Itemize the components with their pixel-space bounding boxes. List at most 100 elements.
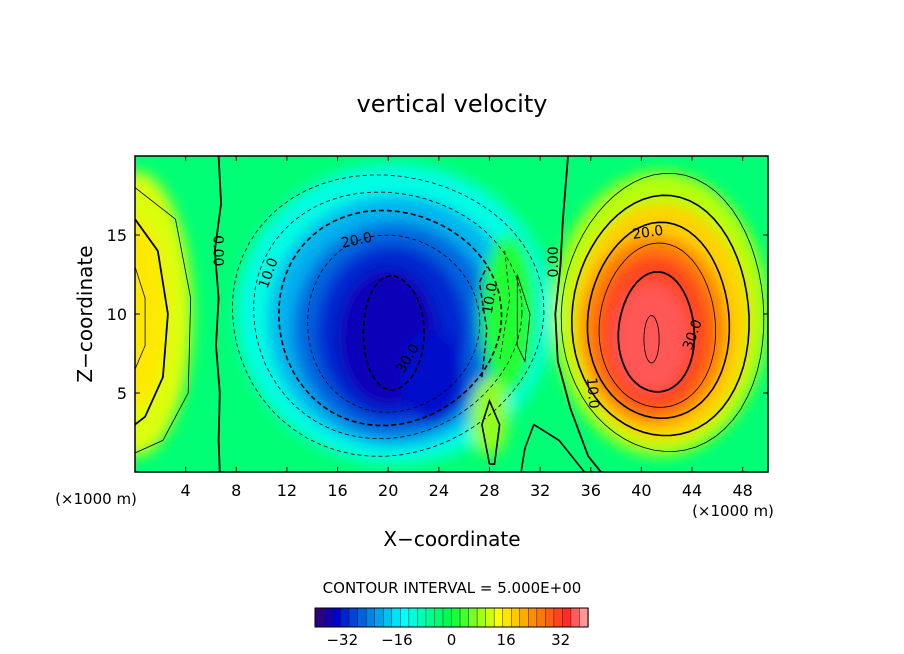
heatmap-field <box>135 156 768 472</box>
x-tick-label: 36 <box>581 481 601 500</box>
contour-zero-left <box>213 156 223 472</box>
contour-neg-finger-2 <box>499 250 511 362</box>
contour-label: 10.0 <box>583 377 602 409</box>
contour-label: 0.00 <box>546 246 562 277</box>
chart-title: vertical velocity <box>357 90 548 118</box>
x-tick-label: 48 <box>733 481 753 500</box>
colorbar-cell <box>553 607 564 628</box>
contour-label: 10.0 <box>480 282 501 315</box>
x-tick-label: 44 <box>682 481 702 500</box>
colorbar-cell <box>408 607 419 628</box>
x-unit-left: (×1000 m) <box>55 490 137 508</box>
colorbar-cell <box>562 607 572 628</box>
field-blob <box>135 219 167 409</box>
contour-pos-20 <box>586 221 731 420</box>
colorbar-tick-label: 32 <box>551 631 570 649</box>
colorbar-cell <box>434 607 444 628</box>
colorbar-cell <box>391 607 401 628</box>
x-tick-label: 16 <box>327 481 347 500</box>
contour-pos-center <box>516 274 531 363</box>
colorbar-cell <box>476 607 487 628</box>
x-axis-ticks: 4 8 12 16 20 24 28 32 36 40 44 48 <box>181 156 753 500</box>
contour-neg-5 <box>232 174 545 457</box>
colorbar-cell <box>545 607 555 628</box>
colorbar-cell <box>579 607 589 628</box>
contour-label: 0.00 <box>210 235 226 266</box>
y-axis-ticks: 5 10 15 <box>107 226 768 403</box>
contour-left-5 <box>135 187 192 454</box>
colorbar-cell <box>451 607 461 628</box>
contour-pos-30 <box>617 270 696 393</box>
x-unit-right: (×1000 m) <box>692 502 774 520</box>
colorbar-cell <box>331 607 342 628</box>
colorbar-cell <box>425 607 436 628</box>
field-blob <box>613 282 690 394</box>
contour-pos-25 <box>598 242 716 408</box>
colorbar-cell <box>502 607 512 628</box>
colorbar-cell <box>570 607 581 628</box>
x-tick-label: 12 <box>277 481 297 500</box>
colorbar-ticks: −32 −16 0 16 32 <box>326 631 570 649</box>
contour-pos-5 <box>560 172 765 452</box>
colorbar-cell <box>383 607 393 628</box>
colorbar <box>314 607 589 628</box>
colorbar-cell <box>442 607 453 628</box>
colorbar-cell <box>357 607 367 628</box>
y-axis-label: Z−coordinate <box>73 245 97 382</box>
field-blob <box>470 377 509 457</box>
x-tick-label: 32 <box>530 481 550 500</box>
x-tick-label: 28 <box>479 481 499 500</box>
field-blobs <box>135 163 768 465</box>
colorbar-frame <box>314 607 589 628</box>
x-tick-label: 24 <box>429 481 449 500</box>
contour-lines <box>135 156 765 472</box>
contour-left-15 <box>135 266 146 370</box>
contour-interval-text: CONTOUR INTERVAL = 5.000E+00 <box>323 579 582 597</box>
y-tick-label: 5 <box>117 384 127 403</box>
contour-label: 20.0 <box>631 223 664 243</box>
y-tick-label: 15 <box>107 226 127 245</box>
x-tick-label: 40 <box>631 481 651 500</box>
contour-neg-25 <box>307 234 481 413</box>
field-blob <box>399 329 466 425</box>
y-tick-label: 10 <box>107 305 127 324</box>
contour-pos-small-loop <box>481 398 501 465</box>
contour-neg-30 <box>362 275 426 391</box>
colorbar-cell <box>468 607 478 628</box>
colorbar-cell <box>323 607 333 628</box>
x-tick-label: 20 <box>378 481 398 500</box>
contour-pos-35 <box>643 315 660 364</box>
colorbar-cell <box>459 607 470 628</box>
colorbar-cell <box>340 607 350 628</box>
colorbar-cell <box>365 607 376 628</box>
x-tick-label: 8 <box>231 481 241 500</box>
colorbar-tick-label: 16 <box>497 631 516 649</box>
colorbar-cell <box>400 607 410 628</box>
contour-neg-10 <box>253 191 523 440</box>
colorbar-cell <box>374 607 384 628</box>
colorbar-cell <box>510 607 521 628</box>
contour-neg-finger-1 <box>478 266 488 378</box>
colorbar-cell <box>536 607 546 628</box>
contour-zero-right <box>554 156 602 472</box>
colorbar-cell <box>528 607 538 628</box>
contour-label: 20.0 <box>340 230 374 252</box>
contour-neg-20 <box>277 209 503 427</box>
contour-left-10 <box>135 218 169 426</box>
colorbar-cell <box>348 607 359 628</box>
field-blob <box>480 235 537 393</box>
colorbar-cell <box>485 607 495 628</box>
contour-pos-10 <box>570 194 750 437</box>
colorbar-tick-label: −16 <box>381 631 413 649</box>
x-tick-label: 4 <box>181 481 191 500</box>
colorbar-tick-label: 0 <box>447 631 457 649</box>
colorbar-cell <box>417 607 427 628</box>
colorbar-cell <box>314 607 325 628</box>
colorbar-cell <box>493 607 504 628</box>
contour-zero-bottom <box>520 423 586 472</box>
colorbar-tick-label: −32 <box>326 631 358 649</box>
x-axis-label: X−coordinate <box>383 527 520 551</box>
colorbar-cell <box>519 607 529 628</box>
